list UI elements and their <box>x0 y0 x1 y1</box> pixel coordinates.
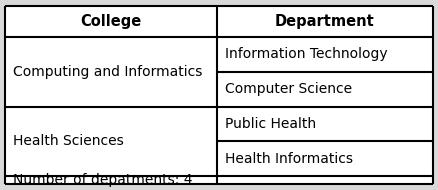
Text: Department: Department <box>275 14 374 29</box>
Text: Computing and Informatics: Computing and Informatics <box>13 65 202 79</box>
Text: Health Informatics: Health Informatics <box>225 152 353 166</box>
Text: Number of depatments: 4: Number of depatments: 4 <box>13 173 193 187</box>
Text: Health Sciences: Health Sciences <box>13 134 124 148</box>
Text: Computer Science: Computer Science <box>225 82 352 96</box>
Text: Information Technology: Information Technology <box>225 48 387 61</box>
Text: Public Health: Public Health <box>225 117 316 131</box>
Text: College: College <box>81 14 141 29</box>
